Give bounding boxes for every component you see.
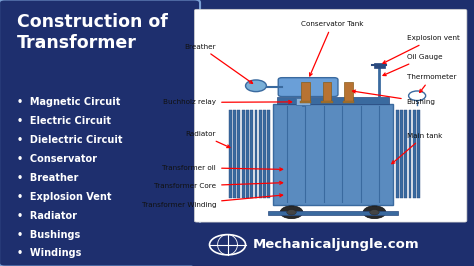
- Text: •  Bushings: • Bushings: [17, 230, 80, 240]
- Bar: [263, 110, 266, 198]
- Text: Transformer oil: Transformer oil: [163, 165, 283, 171]
- Text: Mechanicaljungle.com: Mechanicaljungle.com: [253, 238, 419, 251]
- Text: Radiator: Radiator: [186, 131, 230, 148]
- Bar: [417, 110, 420, 198]
- Circle shape: [370, 210, 379, 215]
- Bar: [396, 110, 399, 198]
- Circle shape: [363, 206, 386, 219]
- Text: •  Breather: • Breather: [17, 173, 78, 183]
- Text: •  Windings: • Windings: [17, 248, 81, 259]
- Text: Construction of
Transformer: Construction of Transformer: [17, 13, 167, 52]
- Text: Breather: Breather: [184, 44, 253, 83]
- Bar: [400, 110, 403, 198]
- Bar: [344, 82, 353, 102]
- FancyBboxPatch shape: [194, 9, 467, 222]
- Bar: [267, 110, 270, 198]
- Bar: [343, 101, 354, 103]
- Bar: [246, 110, 249, 198]
- Text: •  Magnetic Circuit: • Magnetic Circuit: [17, 97, 120, 107]
- Bar: [268, 211, 398, 215]
- Text: Transformer Winding: Transformer Winding: [142, 194, 283, 208]
- Text: Thermometer: Thermometer: [407, 74, 456, 93]
- Text: •  Dielectric Circuit: • Dielectric Circuit: [17, 135, 122, 145]
- Circle shape: [246, 80, 266, 92]
- Bar: [296, 98, 310, 105]
- Bar: [259, 110, 262, 198]
- Bar: [374, 63, 385, 68]
- FancyBboxPatch shape: [278, 78, 338, 97]
- Bar: [409, 110, 411, 198]
- Text: Conservator Tank: Conservator Tank: [301, 21, 364, 76]
- Text: Oil Gauge: Oil Gauge: [383, 54, 442, 76]
- Bar: [255, 110, 257, 198]
- FancyBboxPatch shape: [191, 223, 470, 266]
- Bar: [323, 82, 331, 102]
- Text: •  Conservator: • Conservator: [17, 154, 97, 164]
- Bar: [300, 101, 311, 103]
- Text: •  Explosion Vent: • Explosion Vent: [17, 192, 111, 202]
- Bar: [273, 104, 393, 205]
- Text: Bushing: Bushing: [353, 90, 436, 105]
- Bar: [413, 110, 416, 198]
- Text: Transformer Core: Transformer Core: [154, 181, 283, 189]
- Bar: [404, 110, 407, 198]
- Bar: [233, 110, 236, 198]
- Text: Buchholz relay: Buchholz relay: [163, 99, 292, 105]
- Bar: [237, 110, 240, 198]
- Text: •  Radiator: • Radiator: [17, 211, 77, 221]
- Bar: [277, 97, 389, 104]
- Bar: [242, 110, 245, 198]
- FancyBboxPatch shape: [0, 0, 200, 266]
- Bar: [250, 110, 253, 198]
- Bar: [301, 82, 310, 102]
- Bar: [321, 101, 333, 103]
- Text: Explosion vent: Explosion vent: [383, 35, 460, 63]
- Bar: [229, 110, 232, 198]
- Circle shape: [287, 210, 296, 215]
- Text: •  Electric Circuit: • Electric Circuit: [17, 116, 110, 126]
- Circle shape: [280, 206, 303, 219]
- Text: Main tank: Main tank: [392, 133, 442, 164]
